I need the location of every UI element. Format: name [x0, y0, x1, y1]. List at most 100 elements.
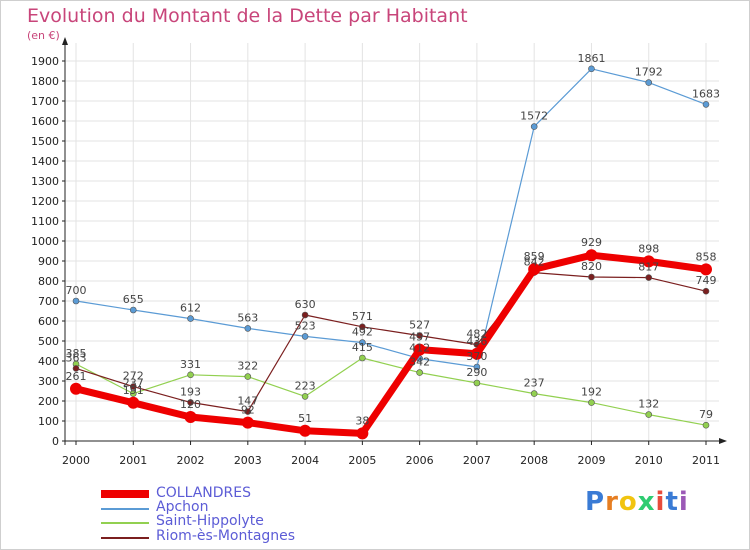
data-point — [702, 287, 710, 295]
data-point — [359, 339, 366, 346]
x-tick-label: 2004 — [291, 454, 319, 467]
data-label: 261 — [66, 370, 87, 383]
data-label: 749 — [696, 274, 717, 287]
logo-letter: x — [637, 487, 656, 517]
data-label: 457 — [409, 331, 430, 344]
data-label: 1861 — [577, 52, 605, 65]
y-tick-label: 400 — [38, 355, 59, 368]
data-point — [244, 373, 252, 380]
data-point — [129, 390, 137, 397]
data-point — [413, 343, 426, 356]
data-point — [585, 249, 598, 262]
data-label: 1683 — [692, 87, 720, 100]
data-point — [301, 333, 309, 340]
x-tick-label: 2003 — [234, 454, 262, 467]
data-label: 655 — [123, 293, 144, 306]
data-point — [416, 369, 423, 376]
data-label: 523 — [295, 319, 316, 332]
data-point — [301, 393, 309, 400]
x-tick-label: 2008 — [520, 454, 548, 467]
logo-letter: i — [678, 487, 689, 517]
data-point — [187, 315, 194, 322]
data-point — [528, 263, 541, 276]
data-point — [642, 255, 655, 268]
data-point — [588, 399, 595, 406]
data-label: 147 — [237, 395, 258, 408]
data-point — [359, 323, 366, 331]
data-label: 630 — [295, 298, 316, 311]
x-tick-labels: 2000 2001 2002 2003 2004 2005 2006 2007 2008 2009… — [62, 454, 720, 467]
series-apchon — [72, 65, 710, 371]
data-point — [645, 274, 653, 281]
data-label: 859 — [524, 250, 545, 263]
series-collandres — [70, 249, 712, 440]
data-point — [129, 306, 137, 314]
data-point — [530, 390, 538, 397]
grid-lines — [65, 43, 721, 442]
data-point — [702, 101, 710, 108]
legend-swatch — [101, 490, 149, 498]
y-tick-label: 200 — [38, 395, 59, 408]
data-label: 51 — [298, 412, 312, 425]
y-tick-label: 1400 — [31, 155, 59, 168]
data-label: 385 — [66, 347, 87, 360]
x-tick-label: 2006 — [406, 454, 434, 467]
data-point — [70, 382, 82, 395]
series-lines — [70, 65, 712, 440]
data-labels: 700 655 612 563 523 492 412 370 1572 1861 1792 1683… — [66, 52, 721, 428]
data-point — [473, 379, 481, 387]
y-tick-label: 500 — [38, 335, 59, 348]
data-point — [187, 371, 194, 379]
data-label: 120 — [180, 398, 201, 411]
data-point — [356, 427, 369, 440]
series-line — [75, 272, 707, 413]
chart-subtitle: (en €) — [27, 29, 60, 42]
data-label: 370 — [466, 350, 487, 363]
y-tick-label: 1300 — [31, 175, 59, 188]
data-label: 482 — [466, 328, 487, 341]
y-tick-label: 700 — [38, 295, 59, 308]
data-label: 322 — [237, 360, 258, 373]
x-tick-label: 2010 — [635, 454, 663, 467]
data-label: 237 — [524, 377, 545, 390]
logo-letter: o — [618, 487, 638, 517]
legend-label: Apchon — [156, 499, 209, 515]
data-point — [700, 263, 712, 276]
series-saint-hippolyte — [72, 354, 710, 429]
data-point — [241, 416, 254, 429]
data-label: 290 — [466, 366, 487, 379]
data-label: 272 — [123, 370, 144, 383]
data-point — [530, 123, 538, 130]
data-point — [416, 332, 423, 339]
x-tick-label: 2007 — [463, 454, 491, 467]
data-label: 193 — [180, 385, 201, 398]
data-label: 223 — [295, 379, 316, 392]
data-label: 132 — [638, 398, 659, 411]
data-point — [184, 411, 197, 423]
data-label: 612 — [180, 302, 201, 315]
data-point — [359, 354, 366, 362]
logo-letter: r — [605, 487, 619, 517]
data-label: 1572 — [520, 110, 548, 123]
proxiti-logo: Proxiti — [585, 487, 689, 517]
y-tick-label: 1700 — [31, 95, 59, 108]
data-label: 363 — [66, 351, 87, 364]
y-tick-label: 600 — [38, 315, 59, 328]
data-label: 563 — [237, 311, 258, 324]
data-point — [72, 365, 80, 372]
logo-letter: P — [585, 487, 606, 517]
data-label: 415 — [352, 341, 373, 354]
data-point — [645, 411, 653, 418]
y-axis-arrow — [62, 37, 68, 45]
data-point — [588, 273, 595, 281]
legend-swatch — [101, 508, 149, 510]
data-label: 237 — [123, 377, 144, 390]
y-tick-label: 300 — [38, 375, 59, 388]
y-tick-label: 0 — [52, 435, 59, 448]
x-axis-arrow — [719, 438, 727, 444]
logo-letter: t — [665, 487, 679, 517]
data-label: 929 — [581, 236, 602, 249]
y-tick-label: 1000 — [31, 235, 59, 248]
series-line — [72, 251, 710, 437]
x-tick-label: 2002 — [177, 454, 205, 467]
